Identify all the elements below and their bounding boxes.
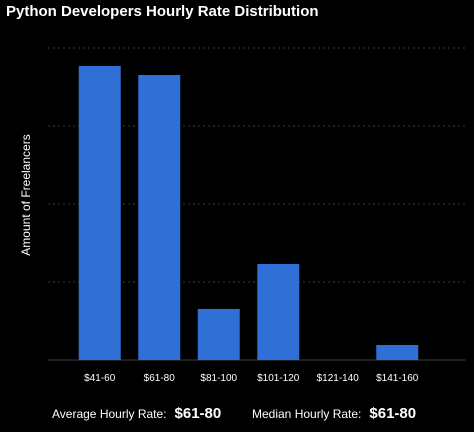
x-tick-label-5: $141-160 (376, 373, 419, 384)
median-rate-label: Median Hourly Rate: (252, 407, 362, 421)
bar-3 (257, 264, 300, 360)
x-tick-label-0: $41-60 (84, 373, 116, 384)
x-tick-label-4: $121-140 (317, 373, 360, 384)
x-tick-label-3: $101-120 (257, 373, 300, 384)
bar-5 (376, 345, 419, 360)
median-rate-value: $61-80 (369, 405, 417, 422)
median-rate: Median Hourly Rate: $61-80 (252, 405, 416, 422)
chart-title: Python Developers Hourly Rate Distributi… (6, 3, 319, 20)
x-tick-label-2: $81-100 (200, 373, 237, 384)
bar-2 (197, 309, 240, 360)
bar-chart: $41-60 $61-80 $81-100 $101-120 $121-140 $141-… (48, 47, 466, 384)
bar-1 (138, 75, 181, 360)
bar-0 (78, 66, 121, 360)
average-rate-value: $61-80 (174, 405, 222, 422)
average-rate-label: Average Hourly Rate: (52, 407, 167, 421)
x-tick-label-1: $61-80 (144, 373, 176, 384)
average-rate: Average Hourly Rate: $61-80 (52, 405, 221, 422)
